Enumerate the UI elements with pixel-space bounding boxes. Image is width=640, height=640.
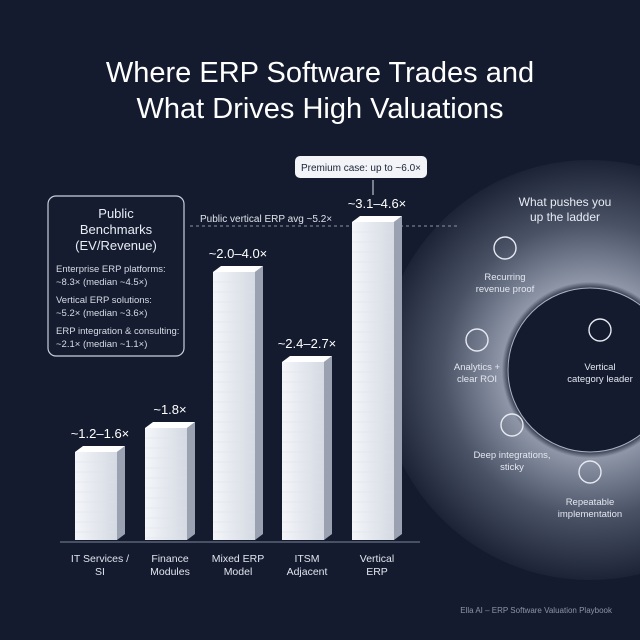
ladder-line: implementation [558,509,622,520]
ladder-line: revenue proof [476,284,535,295]
bar-side [187,422,195,540]
category-line: ERP [366,566,388,578]
footer: Ella AI – ERP Software Valuation Playboo… [460,606,613,615]
category-label: Vertical ERP [360,553,394,578]
bar-side [324,356,332,540]
ladder-line: Deep integrations, [473,450,550,461]
ladder-line: Vertical [584,362,615,373]
category-line: ITSM [294,553,319,565]
ladder-line: clear ROI [457,374,497,385]
bar-label: ~3.1–4.6× [348,196,407,211]
bar-side [255,266,263,540]
ladder-item: Vertical category leader [567,362,632,385]
category-line: Adjacent [287,566,328,578]
premium-callout [295,156,427,178]
ladder-line: Analytics + [454,362,501,373]
bar-top [213,266,263,272]
ladder-item: Recurring revenue proof [476,272,535,295]
bar-label: ~2.0–4.0× [209,246,268,261]
category-label: Finance Modules [150,553,190,578]
ladder-line: Repeatable [566,497,615,508]
title: Where ERP Software Trades and What Drives… [106,57,534,125]
category-label: IT Services / SI [71,553,129,578]
benchmark-item: ERP integration & consulting: ~2.1× (medi… [56,326,179,350]
ladder-item: Repeatable implementation [558,497,622,520]
ladder-icon [465,328,489,352]
benchmark-item: Enterprise ERP platforms: ~8.3× (median ~… [56,264,166,288]
bar-front [352,222,394,540]
ladder-line: category leader [567,374,632,385]
benchmark-item: Vertical ERP solutions: ~5.2× (median ~3.… [56,295,152,319]
category-line: Vertical [360,553,394,565]
bar-label: ~2.4–2.7× [278,336,337,351]
bar-front [213,272,255,540]
ring-hole [507,287,640,453]
ladder-title: What pushes you up the ladder [519,195,612,224]
bar-top [282,356,332,362]
bar-label: ~1.2–1.6× [71,426,130,441]
bar-label: ~1.8× [153,402,186,417]
bar-top [145,422,195,428]
premium-text: Premium case: up to ~6.0× [301,163,421,174]
bar-front [282,362,324,540]
ladder-icon [493,236,517,260]
category-line: Mixed ERP [212,553,265,565]
ladder-icon [500,413,524,437]
benchmarks-box [47,195,185,357]
avg-text: Public vertical ERP avg ~5.2× [200,214,332,225]
ladder-line: Recurring [484,272,525,283]
category-line: Model [224,566,253,578]
bar-front [75,452,117,540]
category-line: Finance [151,553,189,565]
bar-side [394,216,402,540]
ladder-icon [588,318,612,342]
bar-side [117,446,125,540]
category-label: ITSM Adjacent [287,553,328,578]
bar-top [75,446,125,452]
bar-front [145,428,187,540]
ladder-item: Deep integrations, sticky [473,450,550,473]
category-line: SI [95,566,105,578]
category-label: Mixed ERP Model [212,553,265,578]
benchmarks-title: Public Benchmarks (EV/Revenue) [75,206,157,253]
bar-top [352,216,402,222]
ladder-icon [578,460,602,484]
category-line: IT Services / [71,553,129,565]
category-line: Modules [150,566,190,578]
ladder-item: Analytics + clear ROI [454,362,501,385]
ladder-line: sticky [500,462,524,473]
